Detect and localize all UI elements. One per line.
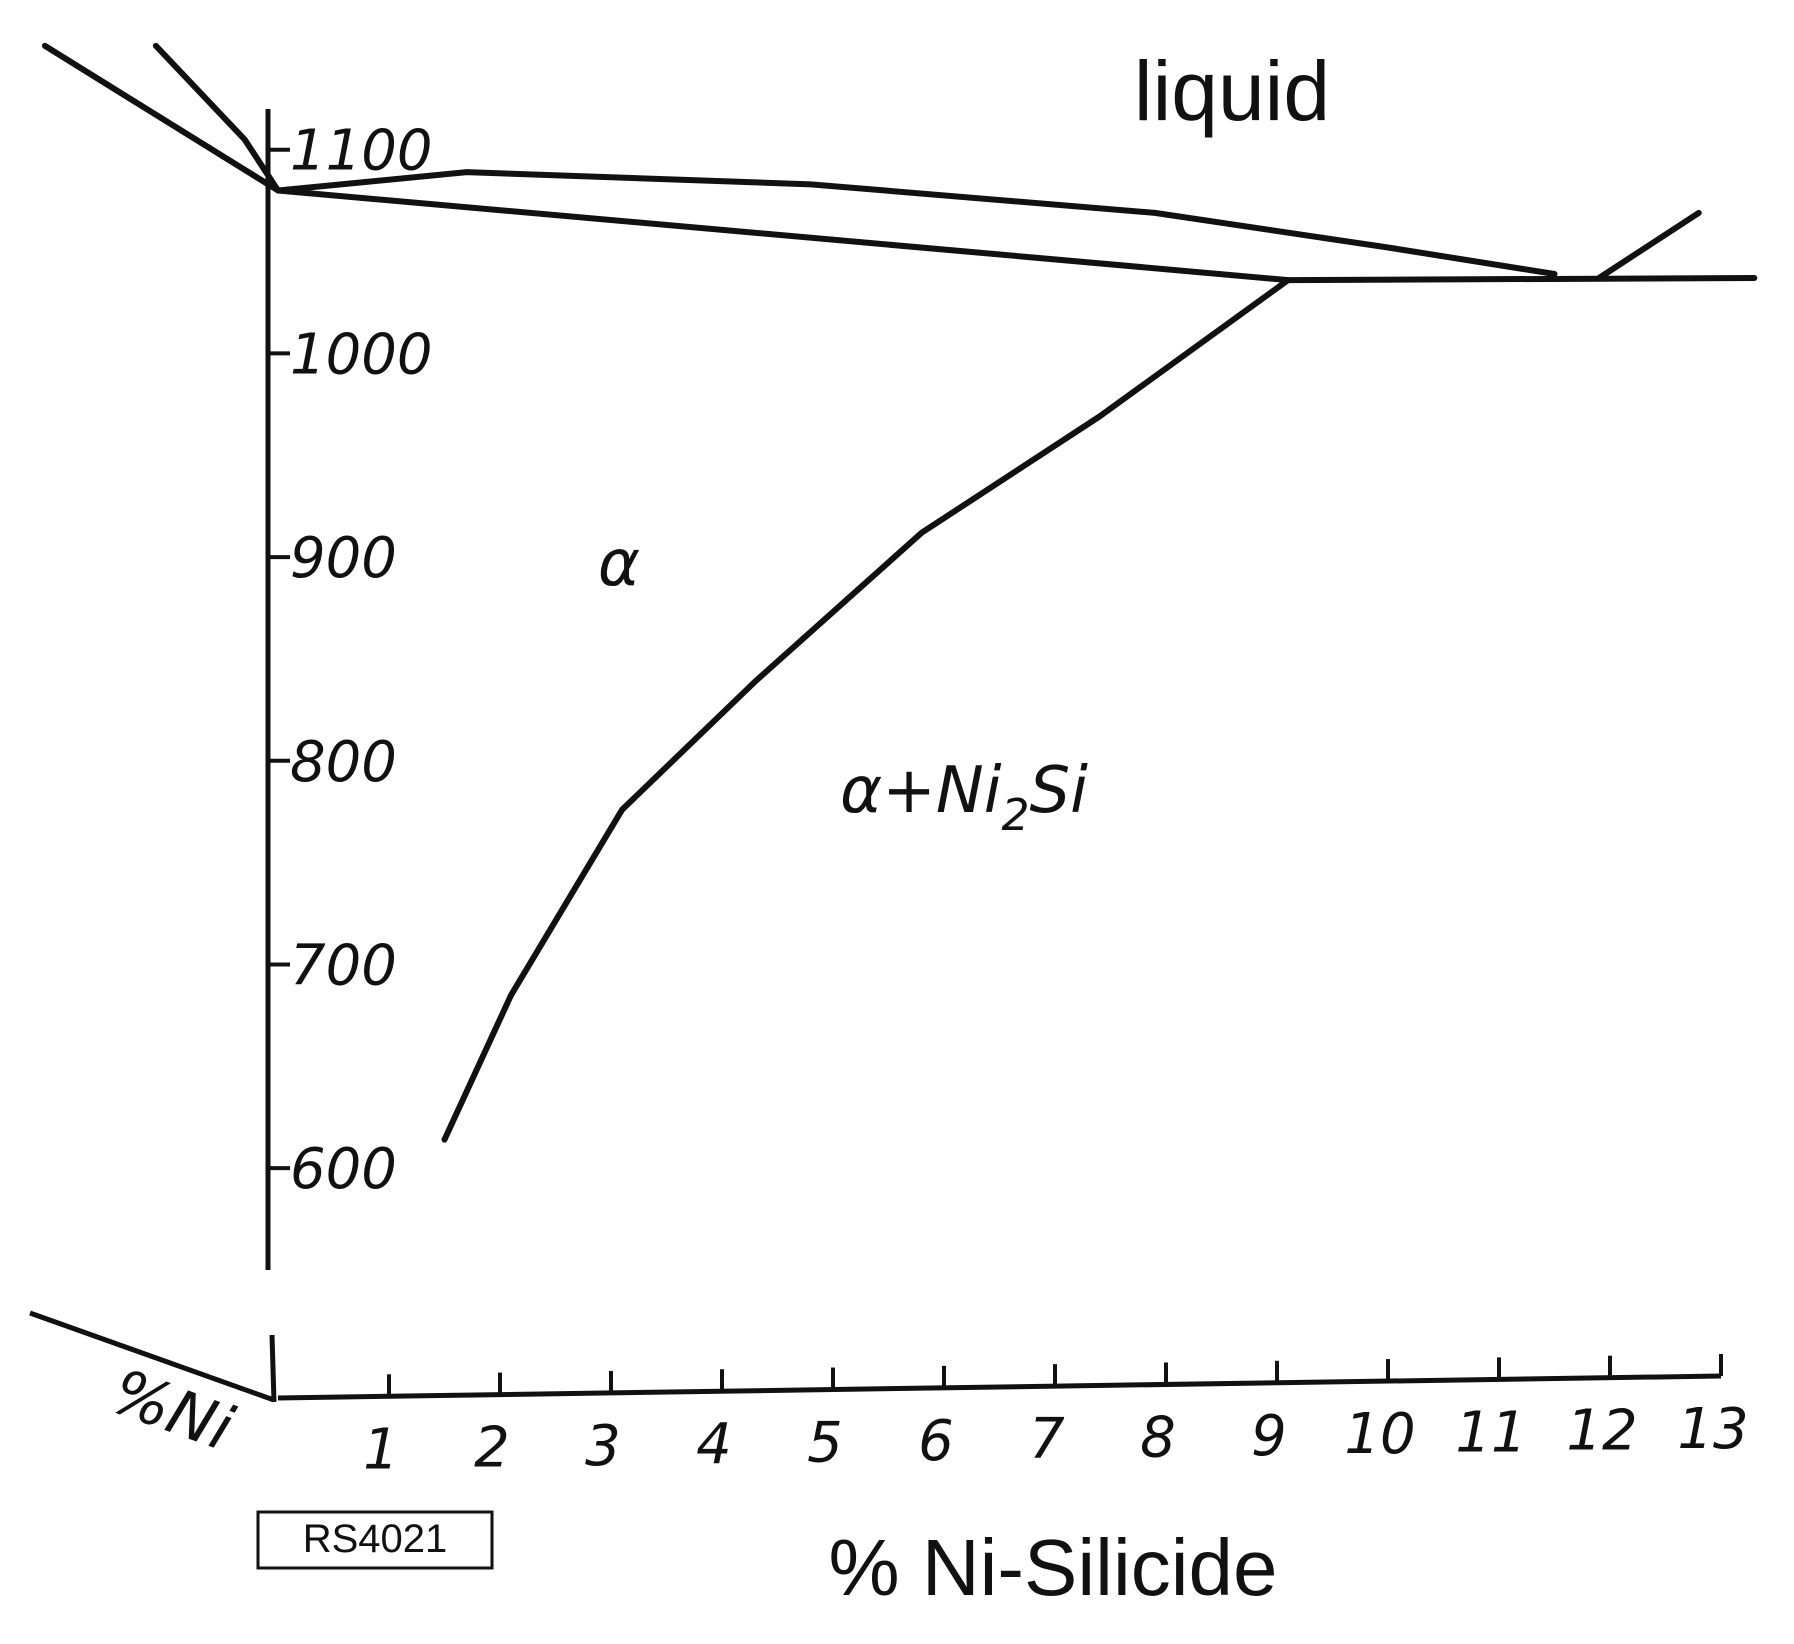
x-tick-label: 9 — [1251, 1404, 1287, 1469]
x-axis — [277, 1373, 1722, 1401]
y-tick-label: 800 — [290, 730, 397, 795]
phase-boundary — [275, 169, 1558, 277]
phase-boundary — [41, 42, 281, 194]
x-tick-label: 6 — [918, 1409, 954, 1474]
phase-boundary — [1595, 209, 1702, 282]
x-tick-label: 8 — [1140, 1405, 1176, 1470]
x-axis-title: % Ni-Silicide — [829, 1523, 1278, 1612]
ni-axis — [29, 1310, 275, 1403]
y-tick-label: 700 — [290, 933, 397, 998]
x-tick-label: 12 — [1566, 1399, 1637, 1464]
x-tick-label: 10 — [1344, 1402, 1415, 1467]
two-phase-label: α+Ni2Si — [840, 754, 1088, 841]
phase-boundary — [1285, 275, 1758, 284]
x-tick-label: 1 — [363, 1417, 399, 1482]
y-tick-label: 600 — [290, 1137, 397, 1202]
phase-boundary — [152, 42, 281, 194]
two-phase-text: α+Ni — [840, 754, 1002, 828]
x-tick-label: 2 — [474, 1416, 510, 1481]
stamp-box — [256, 1510, 494, 1570]
origin-tick — [269, 1334, 277, 1403]
x-tick-label: 4 — [696, 1412, 732, 1477]
ni-label: %Ni — [102, 1355, 242, 1466]
y-tick-label: 1100 — [290, 119, 433, 184]
x-tick-label: 5 — [807, 1411, 843, 1476]
phase-boundary — [441, 277, 1292, 1143]
two-phase-sub: 2 — [1001, 790, 1029, 841]
x-tick-label: 13 — [1677, 1397, 1748, 1462]
two-phase-end: Si — [1029, 754, 1088, 828]
liquid-label: liquid — [1134, 44, 1330, 138]
x-tick-label: 3 — [585, 1414, 621, 1479]
y-tick-label: 1000 — [290, 322, 433, 387]
phase-boundary — [275, 187, 1292, 284]
y-tick-label: 900 — [290, 526, 397, 591]
x-tick-label: 11 — [1455, 1400, 1526, 1465]
alpha-label: α — [598, 527, 640, 601]
x-tick-label: 7 — [1029, 1407, 1065, 1472]
stamp-label: RS4021 — [303, 1517, 448, 1561]
